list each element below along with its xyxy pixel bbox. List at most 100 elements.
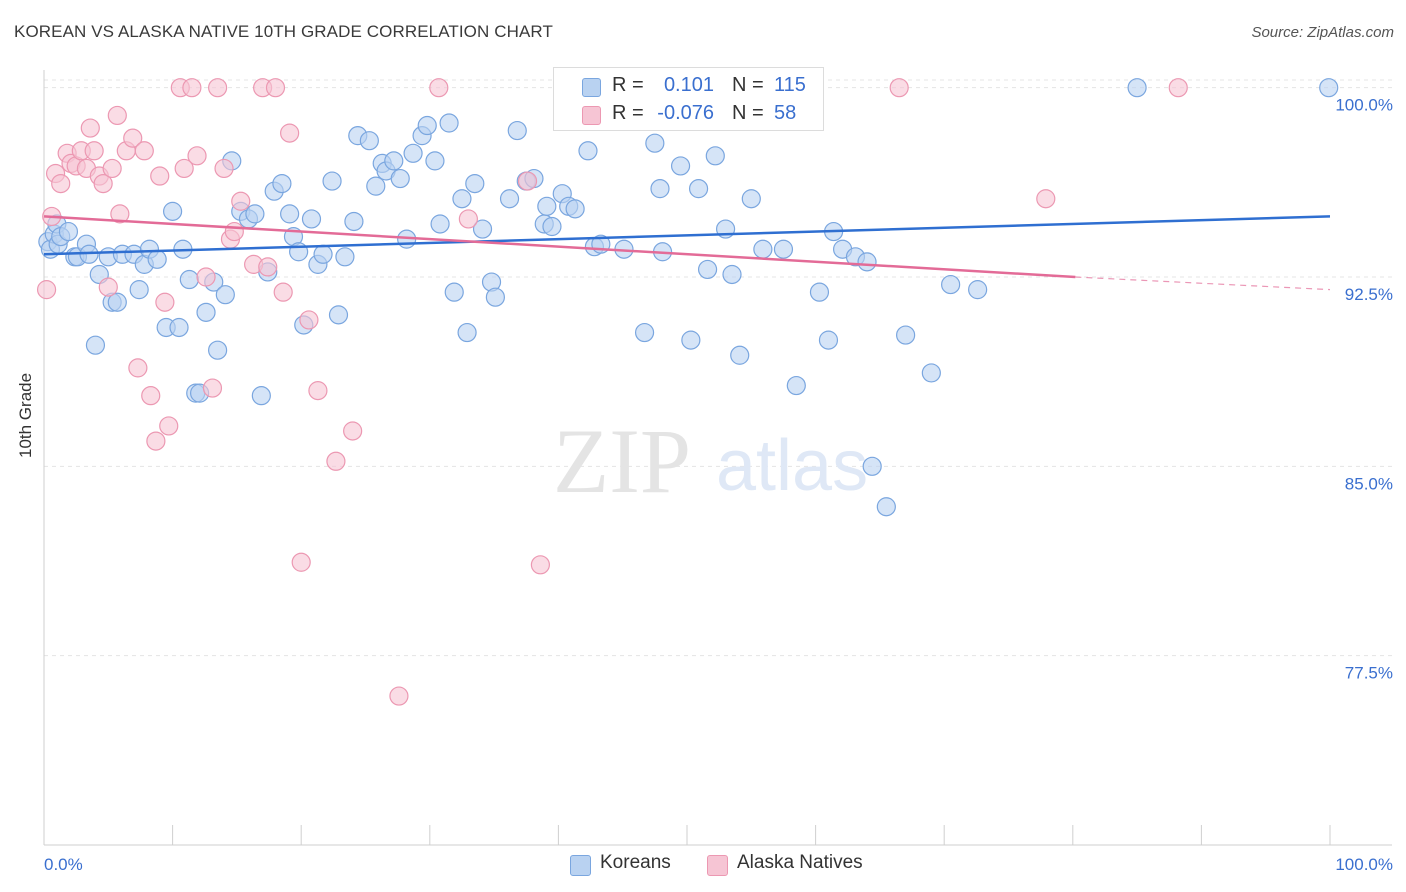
legend-n-label: N = — [732, 102, 764, 124]
data-point-korean — [857, 252, 877, 272]
data-point-korean — [425, 151, 445, 171]
data-point-korean — [301, 209, 322, 229]
legend-swatch-alaska-natives — [582, 106, 601, 125]
data-point-korean — [328, 305, 349, 325]
data-point-alaska-native — [231, 191, 251, 211]
correlation-legend: R = 0.101 N = 115 R = -0.076 N = 58 — [553, 67, 824, 131]
data-point-alaska-native — [214, 158, 234, 179]
data-point-alaska-native — [182, 78, 202, 98]
data-point-korean — [753, 239, 773, 259]
data-point-korean — [876, 497, 896, 517]
data-point-korean — [169, 317, 189, 338]
data-point-korean — [439, 113, 459, 133]
data-point-alaska-native — [196, 267, 216, 287]
data-point-korean — [444, 282, 464, 302]
y-axis-title: 10th Grade — [16, 372, 35, 458]
data-point-korean — [645, 133, 665, 153]
data-point-alaska-native — [202, 378, 223, 398]
data-point-alaska-native — [258, 257, 278, 277]
x-tick-label-min: 0.0% — [44, 855, 83, 874]
data-point-korean — [670, 156, 691, 176]
data-point-korean — [272, 173, 292, 194]
data-point-korean — [58, 221, 79, 242]
data-point-korean — [786, 375, 806, 396]
data-point-alaska-native — [1168, 78, 1188, 98]
data-point-korean — [634, 322, 655, 343]
data-point-alaska-native — [146, 431, 166, 451]
trend-lines — [43, 215, 1331, 291]
data-point-korean — [85, 335, 106, 355]
data-point-alaska-native — [343, 421, 363, 441]
data-point-alaska-native — [224, 221, 244, 242]
data-point-korean — [968, 280, 988, 300]
data-point-alaska-native — [128, 358, 148, 378]
data-point-alaska-native — [273, 282, 293, 302]
data-point-alaska-native — [84, 141, 104, 161]
data-point-korean — [384, 151, 404, 171]
legend-row-alaska-natives: R = -0.076 N = 58 — [554, 100, 823, 128]
data-point-alaska-native — [141, 386, 161, 406]
data-point-alaska-native — [155, 292, 175, 312]
legend-r-label: R = — [612, 102, 644, 124]
data-points — [36, 78, 1339, 706]
trend-line-korean — [43, 215, 1331, 256]
data-point-korean — [722, 264, 742, 285]
trend-line-extension-alaska-native — [1075, 276, 1331, 291]
axes — [43, 70, 1392, 846]
data-point-korean — [390, 168, 410, 189]
data-point-korean — [196, 302, 216, 322]
series-swatch-koreans — [570, 855, 591, 876]
data-point-korean — [565, 199, 585, 219]
watermark-atlas: atlas — [716, 426, 868, 506]
data-point-korean — [650, 179, 670, 199]
data-point-korean — [457, 322, 477, 343]
data-point-korean — [366, 176, 386, 196]
data-point-alaska-native — [187, 146, 207, 166]
data-point-korean — [280, 204, 300, 224]
data-point-korean — [179, 269, 199, 290]
data-point-alaska-native — [299, 310, 319, 330]
x-tick-label-max: 100.0% — [1335, 855, 1393, 874]
data-point-korean — [322, 171, 342, 191]
data-point-alaska-native — [265, 78, 286, 98]
data-point-korean — [208, 340, 228, 360]
tick-labels: 100.0% 92.5% 85.0% 77.5% 0.0% 100.0% — [44, 96, 1393, 874]
data-point-korean — [452, 189, 472, 209]
data-point-korean — [507, 120, 527, 141]
data-point-alaska-native — [98, 277, 118, 297]
data-point-korean — [344, 211, 364, 232]
data-point-alaska-native — [102, 158, 122, 179]
data-point-alaska-native — [150, 166, 170, 186]
data-point-korean — [537, 196, 557, 216]
data-point-alaska-native — [51, 173, 71, 194]
legend-r-value: 0.101 — [663, 74, 714, 96]
data-point-korean — [818, 330, 839, 350]
data-point-alaska-native — [80, 118, 100, 138]
y-tick-label: 100.0% — [1335, 96, 1393, 115]
legend-n-value: 115 — [774, 74, 806, 96]
data-point-alaska-native — [517, 171, 538, 191]
legend-row-koreans: R = 0.101 N = 115 — [554, 72, 823, 100]
data-point-korean — [430, 214, 450, 234]
data-point-korean — [215, 285, 235, 305]
data-point-korean — [705, 146, 725, 166]
chart-title: KOREAN VS ALASKA NATIVE 10TH GRADE CORRE… — [14, 22, 553, 41]
source-label: Source: ZipAtlas.com — [1251, 24, 1394, 41]
data-point-alaska-native — [110, 204, 130, 224]
data-point-korean — [403, 143, 423, 163]
data-point-alaska-native — [280, 123, 300, 143]
legend-swatch-koreans — [582, 78, 601, 97]
data-point-alaska-native — [36, 280, 57, 300]
trend-line-alaska-native — [43, 215, 1076, 279]
data-point-korean — [129, 280, 149, 300]
watermark: ZIP atlas — [553, 410, 868, 512]
data-point-korean — [681, 330, 701, 350]
data-point-alaska-native — [291, 552, 311, 572]
data-point-korean — [809, 282, 830, 302]
legend-n-label: N = — [732, 74, 764, 96]
legend-r-label: R = — [612, 74, 644, 96]
data-point-korean — [730, 345, 750, 365]
data-point-alaska-native — [326, 451, 346, 471]
data-point-korean — [941, 274, 961, 295]
data-point-alaska-native — [208, 78, 228, 98]
